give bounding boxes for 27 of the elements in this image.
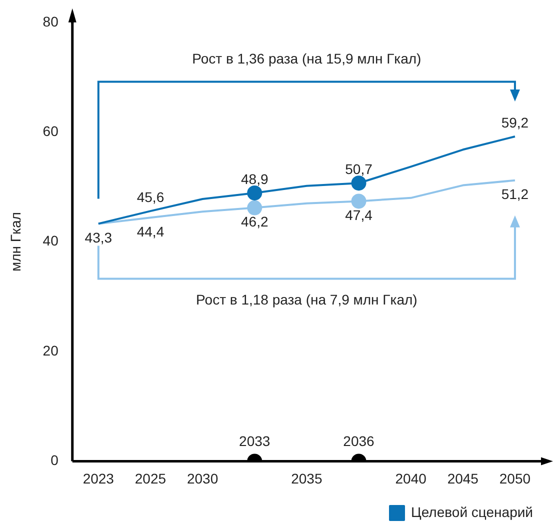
data-label: 50,7 (345, 160, 373, 177)
x-tick-label: 2045 (447, 470, 479, 486)
y-tick-label: 80 (42, 13, 59, 30)
y-axis-title: млн Гкал (7, 212, 24, 272)
x-tick-label: 2025 (134, 470, 166, 486)
data-label: 59,2 (501, 114, 529, 130)
y-tick-label: 0 (50, 452, 59, 468)
legend-label: Целевой сценарий (411, 504, 534, 520)
x-tick-label: 2035 (291, 470, 322, 486)
data-label: 44,4 (136, 224, 164, 240)
x-tick-label: 2030 (186, 470, 218, 486)
annotation: Рост в 1,18 раза (на 7,9 млн Гкал) (196, 292, 418, 308)
x-tick-label: 2040 (395, 470, 427, 486)
annotation: Рост в 1,36 раза (на 15,9 млн Гкал) (192, 50, 422, 67)
data-label: 45,6 (136, 188, 164, 205)
data-label: 43,3 (84, 230, 112, 246)
y-tick-label: 20 (42, 342, 59, 358)
data-label: 47,4 (345, 207, 373, 224)
data-label: 46,2 (240, 214, 268, 230)
x-tick-label: 2036 (343, 433, 375, 450)
data-label: 51,2 (501, 186, 529, 202)
x-tick-label: 2050 (499, 470, 531, 486)
x-tick-label: 2033 (239, 433, 270, 450)
data-label: 48,9 (240, 170, 268, 187)
y-tick-label: 60 (42, 122, 59, 139)
y-tick-label: 40 (42, 232, 59, 249)
x-tick-label: 2023 (82, 470, 114, 486)
